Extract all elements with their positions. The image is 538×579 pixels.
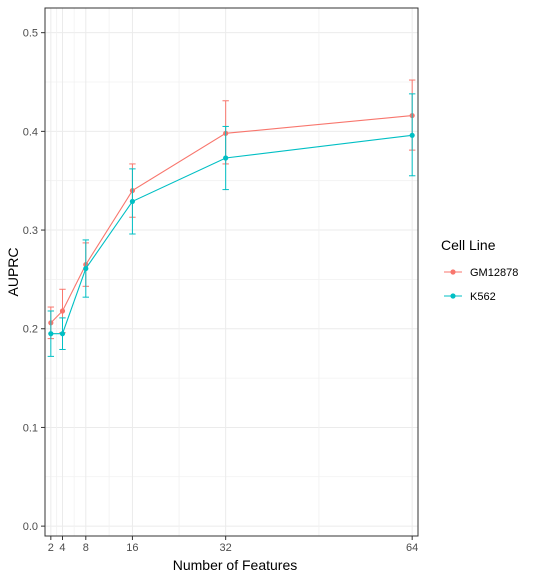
x-tick-label: 32 <box>220 542 232 554</box>
x-tick-label: 2 <box>48 542 54 554</box>
x-tick-label: 64 <box>406 542 418 554</box>
x-tick-label: 8 <box>83 542 89 554</box>
legend-label: K562 <box>470 291 496 303</box>
series-line <box>50 115 413 324</box>
data-point <box>48 331 54 337</box>
plot-border <box>44 7 419 537</box>
data-point <box>59 331 66 337</box>
plot-background <box>45 8 418 536</box>
y-tick-label: 0.0 <box>23 521 38 533</box>
legend-point <box>450 269 456 275</box>
series-k562 <box>47 93 416 357</box>
legend-point <box>450 293 456 299</box>
y-tick-label: 0.3 <box>23 225 38 237</box>
data-point <box>223 155 229 161</box>
y-tick-label: 0.5 <box>23 28 38 40</box>
grid-layer <box>45 8 418 536</box>
data-point <box>59 308 66 314</box>
y-tick-label: 0.2 <box>23 324 38 336</box>
y-tick-label: 0.1 <box>23 422 38 434</box>
y-tick-label: 0.4 <box>23 126 38 138</box>
axis-layer: 0.0 0.1 0.2 0.3 0.4 0.5 2 4 8 16 32 64 <box>23 7 419 554</box>
legend: Cell Line GM12878 K562 <box>441 237 518 303</box>
x-axis-title: Number of Features <box>173 557 298 573</box>
data-point <box>83 265 89 272</box>
data-point <box>129 198 136 205</box>
legend-item-k562: K562 <box>444 291 496 303</box>
series-layer <box>47 79 416 357</box>
legend-item-gm12878: GM12878 <box>444 267 518 279</box>
x-tick-label: 4 <box>59 542 65 554</box>
legend-label: GM12878 <box>470 267 518 279</box>
legend-title: Cell Line <box>441 237 496 253</box>
data-point <box>409 132 415 138</box>
x-tick-label: 16 <box>126 542 138 554</box>
y-axis-title: AUPRC <box>5 247 21 296</box>
